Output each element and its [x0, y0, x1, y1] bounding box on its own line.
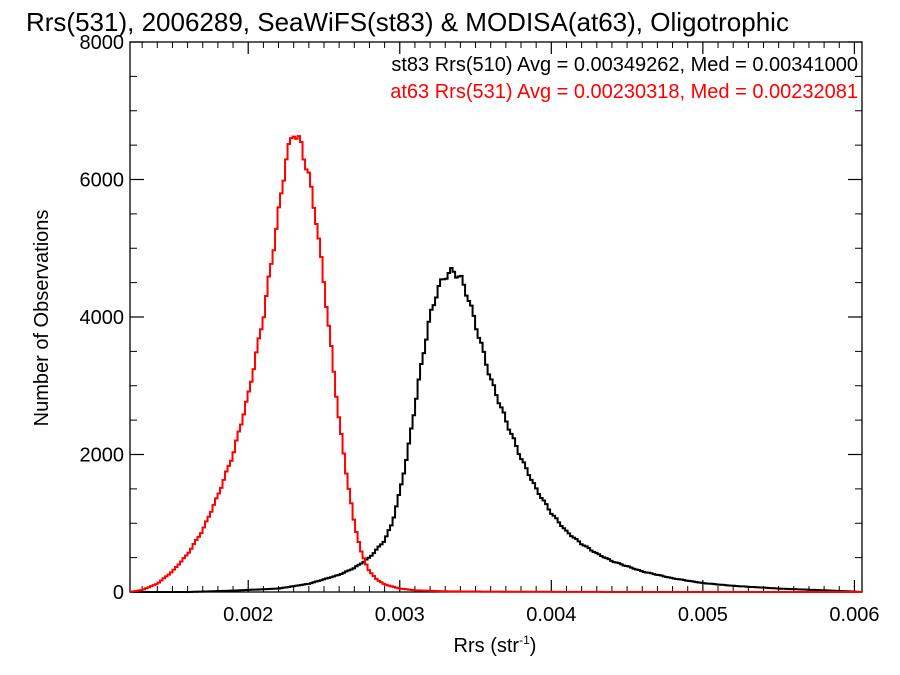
legend-entry-at63: at63 Rrs(531) Avg = 0.00230318, Med = 0.…: [390, 81, 858, 103]
x-tick-label: 0.003: [375, 604, 425, 626]
x-axis-label-main: Rrs (str: [454, 635, 520, 657]
y-tick-label: 6000: [80, 170, 125, 192]
x-axis-label: Rrs (str-1): [454, 633, 537, 657]
x-axis-label-superscript: -1: [519, 633, 530, 647]
y-tick-label: 2000: [80, 445, 125, 467]
x-tick-label: 0.004: [526, 604, 576, 626]
x-tick-label: 0.002: [223, 604, 273, 626]
plot-area: 0.002 0.003 0.004 0.005 0.006 0 2000 4000 6000 80…: [80, 32, 880, 626]
y-tick-label: 8000: [80, 32, 125, 54]
x-tick-label: 0.006: [829, 604, 879, 626]
legend-entry-st83: st83 Rrs(510) Avg = 0.00349262, Med = 0.…: [391, 54, 858, 76]
x-tick-label: 0.005: [678, 604, 728, 626]
chart-title: Rrs(531), 2006289, SeaWiFS(st83) & MODIS…: [26, 7, 789, 37]
x-axis-label-end: ): [530, 635, 537, 657]
y-tick-label: 0: [113, 582, 124, 604]
y-tick-label: 4000: [80, 307, 125, 329]
y-axis-label: Number of Observations: [31, 210, 53, 427]
series-line-st83: [130, 267, 862, 593]
series-line-at63: [130, 135, 862, 593]
plot-frame: [129, 41, 863, 593]
